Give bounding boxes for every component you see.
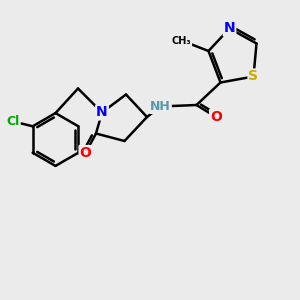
Text: S: S bbox=[248, 70, 259, 83]
Text: N: N bbox=[224, 22, 235, 35]
Text: O: O bbox=[210, 110, 222, 124]
Text: N: N bbox=[96, 106, 108, 119]
Text: O: O bbox=[80, 146, 92, 160]
Text: CH₃: CH₃ bbox=[172, 35, 191, 46]
Text: Cl: Cl bbox=[7, 115, 20, 128]
Text: NH: NH bbox=[150, 100, 171, 113]
